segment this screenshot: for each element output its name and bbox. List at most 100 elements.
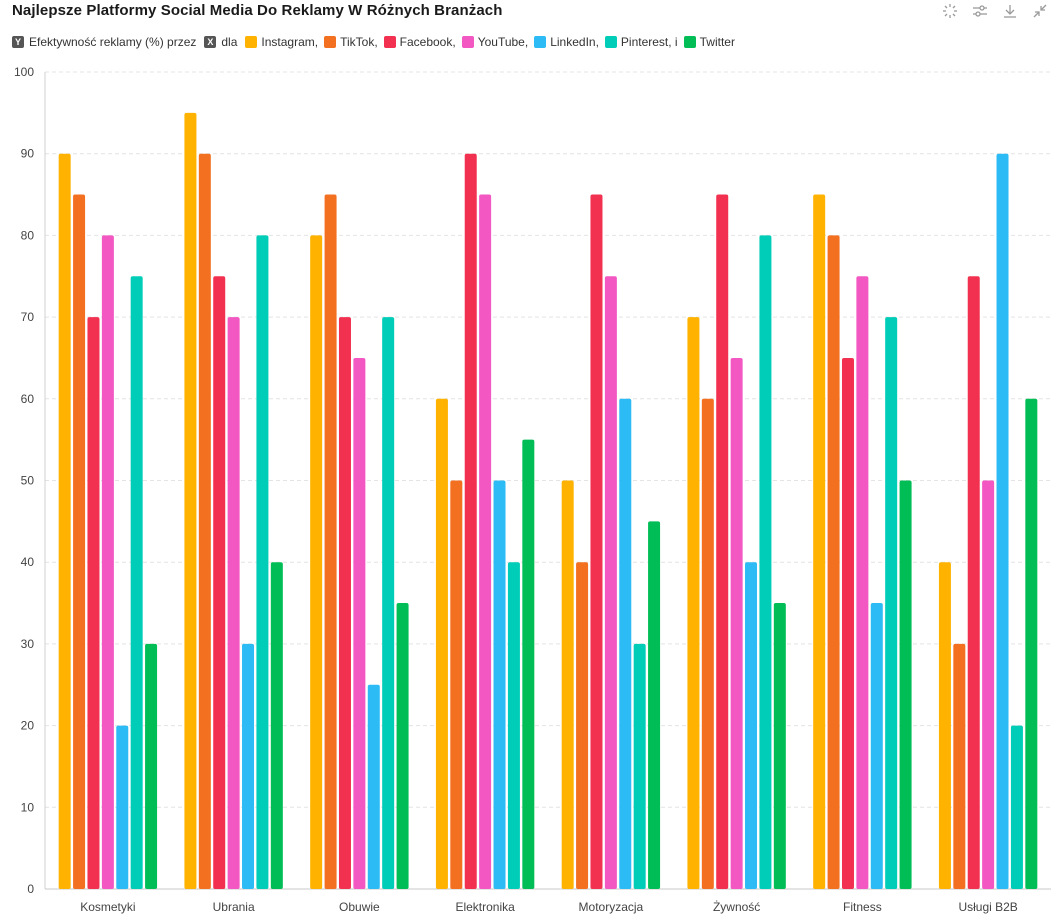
bar-tiktok-4: [450, 480, 463, 889]
bar-tiktok-5: [576, 562, 589, 889]
legend-label: TikTok,: [340, 35, 378, 49]
x-tick-label: Żywność: [713, 900, 760, 914]
y-tick-label: 20: [21, 719, 35, 733]
x-tick-label: Fitness: [843, 900, 882, 914]
bar-youtube-3: [353, 357, 366, 889]
bar-twitter-3: [396, 603, 409, 889]
legend-item-twitter[interactable]: Twitter: [683, 35, 735, 49]
bar-facebook-8: [967, 276, 980, 889]
bar-pinterest-8: [1010, 725, 1023, 889]
legend-item-pinterest[interactable]: Pinterest, i: [604, 35, 678, 49]
bar-twitter-6: [773, 603, 786, 889]
bar-facebook-4: [464, 153, 477, 889]
legend-swatch: [534, 36, 547, 48]
y-tick-label: 90: [21, 147, 35, 161]
legend-y-axis: Y Efektywność reklamy (%) przez: [12, 35, 198, 49]
bar-tiktok-7: [827, 235, 840, 889]
legend-item-tiktok[interactable]: TikTok,: [324, 35, 378, 49]
reset-zoom-icon[interactable]: [941, 2, 959, 20]
y-tick-label: 0: [27, 882, 34, 896]
y-tick-label: 100: [14, 65, 34, 79]
bar-twitter-4: [522, 439, 535, 889]
x-tick-label: Ubrania: [213, 900, 255, 914]
bar-facebook-3: [338, 317, 351, 890]
legend-label: Instagram,: [261, 35, 319, 49]
bar-instagram-4: [435, 398, 448, 889]
legend-label: LinkedIn,: [550, 35, 599, 49]
bar-youtube-8: [982, 480, 995, 889]
x-tick-label: Obuwie: [339, 900, 380, 914]
bar-youtube-1: [101, 235, 114, 889]
bar-instagram-8: [938, 562, 951, 889]
legend-swatch: [604, 36, 617, 48]
bar-twitter-8: [1025, 398, 1038, 889]
bar-instagram-1: [58, 153, 71, 889]
bar-linkedin-5: [619, 398, 632, 889]
bar-linkedin-7: [870, 603, 883, 889]
legend-x-axis: X dla: [204, 35, 239, 49]
chart-title: Najlepsze Platformy Social Media Do Rekl…: [12, 2, 503, 19]
y-tick-label: 30: [21, 637, 35, 651]
chart-legend: Y Efektywność reklamy (%) przez X dla In…: [12, 35, 741, 49]
legend-item-instagram[interactable]: Instagram,: [245, 35, 318, 49]
bar-linkedin-2: [242, 643, 255, 889]
legend-swatch: [683, 36, 696, 48]
settings-sliders-icon[interactable]: [971, 2, 989, 20]
bar-instagram-7: [813, 194, 826, 890]
bar-youtube-6: [730, 357, 743, 889]
bar-twitter-7: [899, 480, 912, 889]
y-tick-label: 80: [21, 228, 35, 242]
bar-facebook-1: [87, 317, 100, 890]
bar-tiktok-3: [324, 194, 337, 890]
download-icon[interactable]: [1001, 2, 1019, 20]
x-tick-label: Usługi B2B: [958, 900, 1017, 914]
bar-facebook-2: [213, 276, 226, 889]
legend-swatch: [461, 36, 474, 48]
y-tick-label: 60: [21, 392, 35, 406]
bar-tiktok-8: [953, 643, 966, 889]
bar-linkedin-4: [493, 480, 506, 889]
bar-linkedin-8: [996, 153, 1009, 889]
legend-swatch: [383, 36, 396, 48]
bar-youtube-5: [604, 276, 617, 889]
x-tick-label: Kosmetyki: [80, 900, 135, 914]
bar-twitter-1: [145, 643, 158, 889]
bar-linkedin-3: [367, 684, 380, 889]
legend-swatch: [324, 36, 337, 48]
collapse-icon[interactable]: [1031, 2, 1049, 20]
y-tick-label: 40: [21, 555, 35, 569]
bar-pinterest-7: [885, 317, 898, 890]
y-axis-badge: Y: [12, 36, 24, 48]
bar-linkedin-6: [745, 562, 758, 889]
bar-instagram-3: [310, 235, 323, 889]
x-axis-badge: X: [204, 36, 217, 48]
x-tick-label: Elektronika: [455, 900, 515, 914]
legend-item-linkedin[interactable]: LinkedIn,: [534, 35, 599, 49]
bar-facebook-5: [590, 194, 603, 890]
bar-pinterest-1: [130, 276, 143, 889]
legend-swatch: [245, 36, 258, 48]
bar-pinterest-2: [256, 235, 269, 889]
legend-y-text: Efektywność reklamy (%) przez: [29, 35, 197, 49]
chart-toolbar: [941, 2, 1049, 20]
bar-tiktok-6: [701, 398, 714, 889]
bar-instagram-5: [561, 480, 574, 889]
y-tick-label: 70: [21, 310, 35, 324]
bar-pinterest-5: [633, 643, 646, 889]
legend-item-facebook[interactable]: Facebook,: [383, 35, 456, 49]
bar-pinterest-4: [507, 562, 520, 889]
bar-pinterest-3: [382, 317, 395, 890]
bar-instagram-2: [184, 112, 197, 890]
bar-instagram-6: [687, 317, 700, 890]
legend-label: Facebook,: [399, 35, 456, 49]
legend-item-youtube[interactable]: YouTube,: [461, 35, 529, 49]
bar-tiktok-1: [73, 194, 86, 890]
y-tick-label: 50: [21, 474, 35, 488]
legend-label: YouTube,: [477, 35, 529, 49]
bar-facebook-7: [841, 357, 854, 889]
bar-youtube-2: [227, 317, 240, 890]
bar-twitter-5: [648, 521, 661, 889]
bar-pinterest-6: [759, 235, 772, 889]
